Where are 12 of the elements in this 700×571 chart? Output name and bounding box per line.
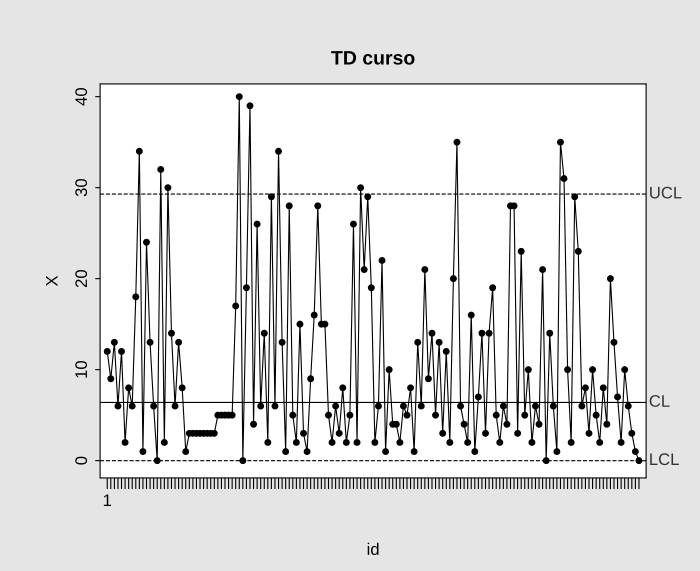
y-axis-title: X [46, 276, 58, 286]
y-tick-label: 0 [75, 456, 88, 465]
y-tick-label: 20 [75, 270, 88, 288]
y-tick-label: 40 [75, 88, 88, 106]
x-tick-label: 1 [104, 494, 112, 506]
x-axis-title: id [368, 542, 379, 556]
ref-line-label: CL [650, 395, 670, 407]
chart-title: TD curso [331, 51, 414, 65]
y-tick-label: 10 [75, 361, 88, 378]
ref-line-label: UCL [650, 186, 682, 199]
ref-line-label: LCL [650, 453, 679, 466]
y-tick-label: 30 [75, 179, 88, 196]
